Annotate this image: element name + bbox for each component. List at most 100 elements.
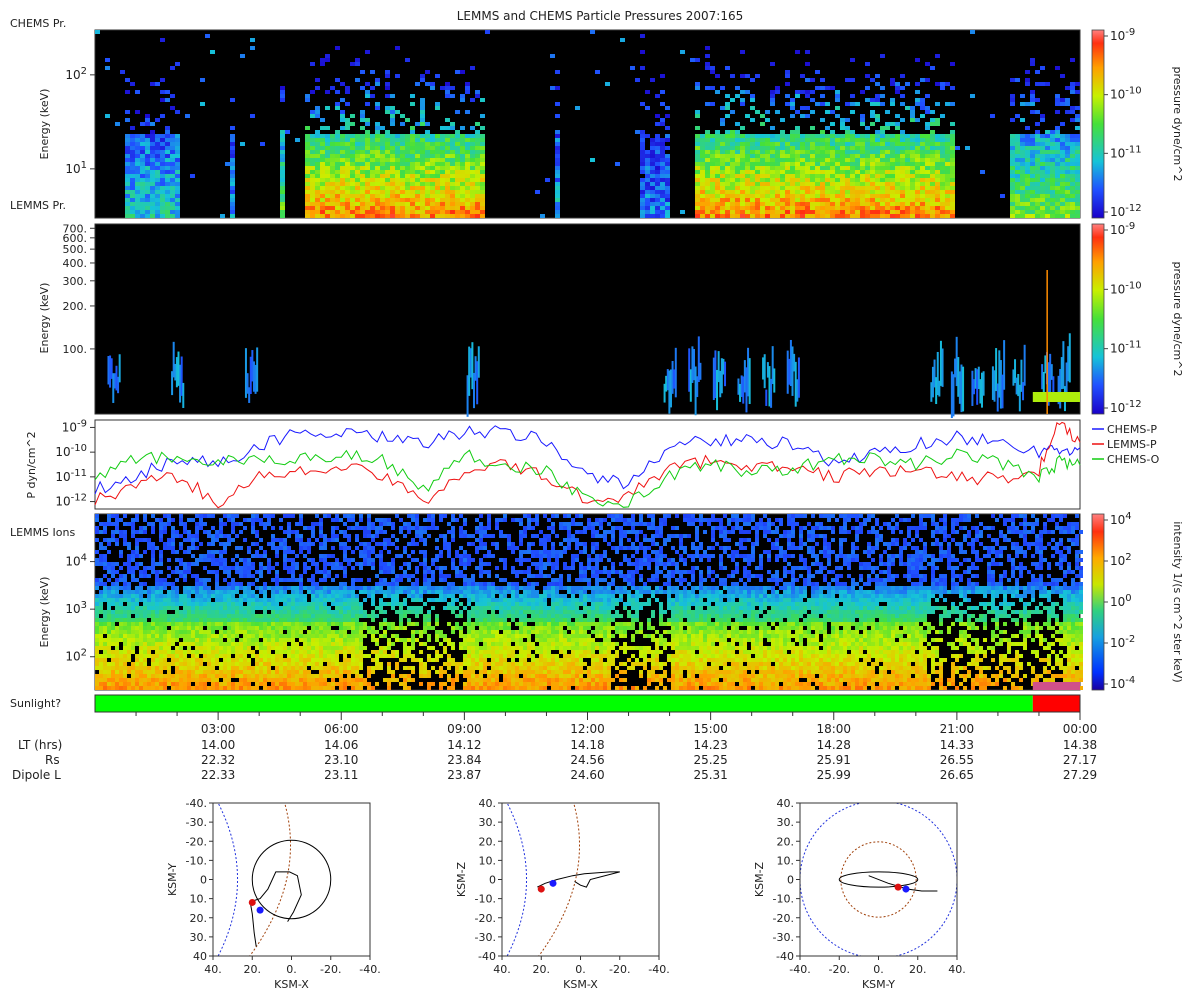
chems-heatmap-cell [890, 142, 895, 146]
chems-heatmap-cell [640, 150, 645, 154]
ions-heatmap-cell [119, 682, 123, 686]
chems-heatmap-cell [920, 166, 925, 170]
ions-heatmap-cell [199, 610, 203, 614]
ions-heatmap-cell [283, 666, 287, 670]
chems-heatmap-cell [730, 146, 735, 150]
ions-heatmap-cell [235, 586, 239, 590]
chems-heatmap-cell [795, 174, 800, 178]
chems-heatmap-cell [480, 206, 485, 210]
ions-heatmap-cell [271, 638, 275, 642]
chems-heatmap-cell [355, 158, 360, 162]
chems-heatmap-cell [480, 182, 485, 186]
chems-heatmap-cell [445, 142, 450, 146]
chems-heatmap-cell [785, 134, 790, 138]
chems-heatmap-cell [360, 134, 365, 138]
chems-heatmap-cell [1035, 98, 1040, 102]
ions-heatmap-cell [171, 678, 175, 682]
chems-heatmap-cell [1050, 170, 1055, 174]
chems-heatmap-cell [740, 186, 745, 190]
ions-heatmap-cell [263, 610, 267, 614]
ions-heatmap-cell [159, 682, 163, 686]
chems-heatmap-cell [885, 186, 890, 190]
ions-heatmap-cell [251, 654, 255, 658]
chems-heatmap-cell [320, 206, 325, 210]
chems-heatmap-cell [850, 78, 855, 82]
chems-heatmap-cell [355, 138, 360, 142]
chems-heatmap-cell [760, 142, 765, 146]
chems-heatmap-cell [1030, 146, 1035, 150]
chems-heatmap-cell [945, 138, 950, 142]
chems-heatmap-cell [365, 190, 370, 194]
chems-heatmap-cell [135, 182, 140, 186]
chems-heatmap-cell [1030, 138, 1035, 142]
ions-heatmap-cell [115, 630, 119, 634]
lemms-heatmap-burst [991, 366, 994, 400]
ions-heatmap-cell [267, 602, 271, 606]
ions-heatmap-cell [215, 670, 219, 674]
ions-heatmap-cell [271, 646, 275, 650]
chems-heatmap-cell [645, 202, 650, 206]
chems-heatmap-cell [805, 94, 810, 98]
chems-heatmap-cell [320, 182, 325, 186]
chems-heatmap-cell [1070, 90, 1075, 94]
chems-heatmap-cell [705, 86, 710, 90]
ions-heatmap-cell [171, 586, 175, 590]
ions-heatmap-cell [271, 630, 275, 634]
chems-heatmap-cell [770, 182, 775, 186]
ions-heatmap-cell [131, 570, 135, 574]
ions-heatmap-cell [239, 598, 243, 602]
chems-heatmap-cell [730, 210, 735, 214]
ions-heatmap-cell [287, 550, 291, 554]
chems-heatmap-cell [340, 210, 345, 214]
ions-heatmap-cell [191, 630, 195, 634]
chems-heatmap-cell [780, 206, 785, 210]
chems-heatmap-cell [165, 206, 170, 210]
chems-heatmap-cell [280, 214, 285, 218]
ions-heatmap-cell [155, 682, 159, 686]
chems-heatmap-cell [405, 150, 410, 154]
chems-heatmap-cell [405, 154, 410, 158]
chems-heatmap-cell [325, 146, 330, 150]
ions-heatmap-cell [99, 598, 103, 602]
chems-heatmap-cell [805, 158, 810, 162]
ions-heatmap-cell [139, 574, 143, 578]
chems-heatmap-cell [830, 110, 835, 114]
chems-heatmap-cell [145, 154, 150, 158]
lemms-heatmap-burst [747, 347, 750, 397]
chems-heatmap-cell [905, 158, 910, 162]
ions-heatmap-cell [195, 678, 199, 682]
chems-heatmap-cell [365, 130, 370, 134]
chems-heatmap-cell [315, 142, 320, 146]
chems-heatmap-cell [915, 210, 920, 214]
chems-heatmap-cell [865, 210, 870, 214]
chems-heatmap-cell [830, 194, 835, 198]
chems-heatmap-cell [395, 206, 400, 210]
chems-heatmap-cell [810, 126, 815, 130]
ions-heatmap-cell [259, 602, 263, 606]
ions-heatmap-cell [207, 542, 211, 546]
chems-heatmap-cell [230, 178, 235, 182]
chems-heatmap-cell [900, 94, 905, 98]
ions-heatmap-cell [99, 630, 103, 634]
ions-heatmap-cell [239, 566, 243, 570]
chems-heatmap-cell [925, 214, 930, 218]
chems-heatmap-cell [475, 186, 480, 190]
ions-heatmap-cell [99, 626, 103, 630]
ions-heatmap-cell [211, 666, 215, 670]
chems-heatmap-cell [385, 134, 390, 138]
chems-heatmap-cell [1025, 178, 1030, 182]
ions-heatmap-cell [291, 634, 295, 638]
series-line-lemms-p [94, 421, 1081, 509]
ions-heatmap-cell [155, 622, 159, 626]
ions-heatmap-cell [231, 566, 235, 570]
ions-heatmap-cell [207, 650, 211, 654]
ions-heatmap-cell [195, 642, 199, 646]
chems-heatmap-cell [340, 194, 345, 198]
chems-heatmap-cell [750, 210, 755, 214]
ions-heatmap-cell [171, 546, 175, 550]
ions-heatmap-cell [223, 534, 227, 538]
chems-heatmap-cell [785, 138, 790, 142]
ions-heatmap-cell [95, 658, 99, 662]
ions-heatmap-cell [263, 666, 267, 670]
chems-heatmap-cell [320, 138, 325, 142]
